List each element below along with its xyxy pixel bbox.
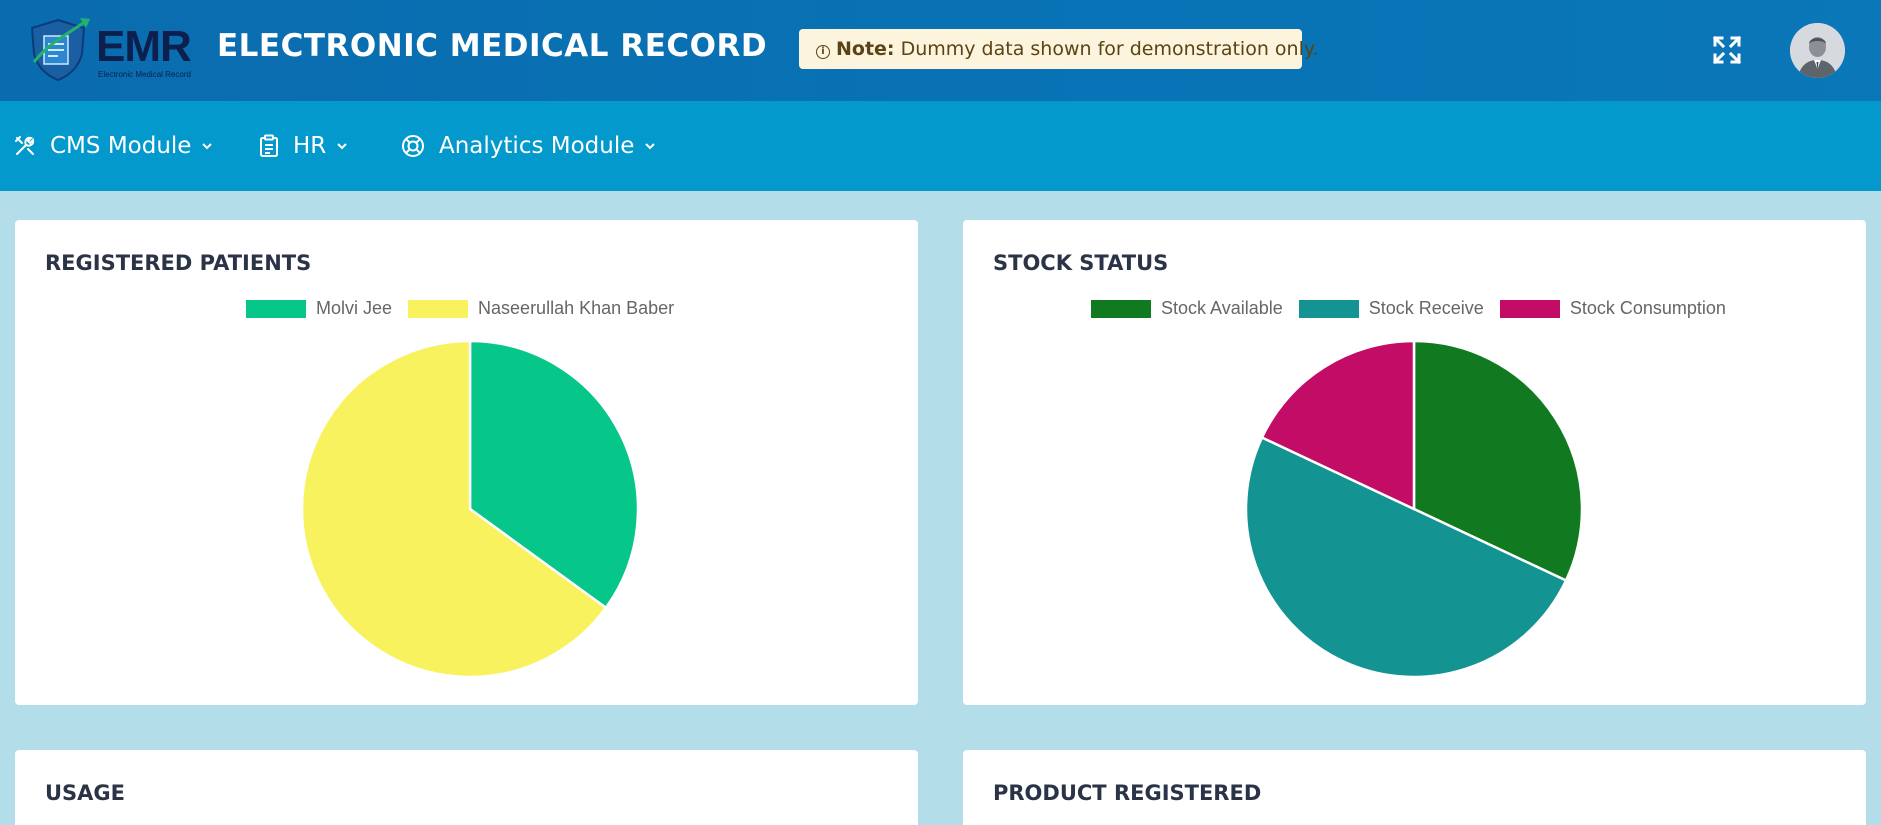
nav-item-cms-module[interactable]: CMS Module	[14, 101, 213, 191]
pie-slice-naseerullah-khan-baber[interactable]	[300, 339, 608, 679]
legend-label: Stock Available	[1161, 298, 1283, 318]
legend-item-stock-consumption[interactable]: Stock Consumption	[1499, 298, 1726, 319]
legend-swatch	[1298, 299, 1359, 318]
nav-item-label: Analytics Module	[439, 133, 635, 159]
note-label: Note:	[836, 38, 895, 60]
pie-slice-stock-consumption[interactable]	[1260, 339, 1416, 511]
card-title: STOCK STATUS	[993, 251, 1169, 275]
legend-swatch	[408, 299, 469, 318]
logo-shield-icon	[30, 18, 90, 82]
product-registered-card: PRODUCT REGISTERED	[963, 750, 1866, 825]
legend-label: Stock Consumption	[1569, 298, 1726, 318]
legend-item-molvi-jee[interactable]: Molvi Jee	[246, 298, 392, 319]
registered-patients-card: REGISTERED PATIENTS Molvi Jee Naseerullah…	[15, 220, 918, 705]
logo-text: EMR	[96, 22, 192, 71]
info-icon: i	[816, 45, 830, 59]
chart-legend: Molvi Jee Naseerullah Khan Baber	[246, 298, 690, 319]
chevron-down-icon	[202, 143, 213, 150]
fullscreen-expand-icon[interactable]	[1711, 34, 1743, 66]
stock-status-pie-chart	[1244, 339, 1584, 679]
usage-card: USAGE	[15, 750, 918, 825]
legend-item-naseerullah-khan-baber[interactable]: Naseerullah Khan Baber	[408, 298, 674, 319]
main-navbar: CMS Module HR Analytics Module	[0, 101, 1881, 191]
user-avatar-icon[interactable]	[1790, 23, 1845, 78]
chart-legend: Stock Available Stock Receive Stock Consum…	[1091, 298, 1742, 319]
chevron-down-icon	[337, 143, 347, 150]
clipboard-icon	[260, 134, 278, 157]
chevron-down-icon	[645, 143, 656, 150]
legend-swatch	[1091, 299, 1151, 318]
legend-swatch	[1499, 299, 1560, 318]
lifebuoy-icon	[402, 135, 424, 157]
registered-patients-pie-chart	[300, 339, 640, 679]
pie-slice-stock-available[interactable]	[1412, 339, 1584, 583]
tools-icon	[15, 136, 35, 155]
nav-item-label: HR	[293, 133, 327, 159]
nav-item-label: CMS Module	[50, 133, 192, 159]
nav-item-hr[interactable]: HR	[259, 101, 348, 191]
stock-status-card: STOCK STATUS Stock Available Stock Receiv…	[963, 220, 1866, 705]
top-header: EMR Electronic Medical Record ELECTRONIC…	[0, 0, 1881, 101]
legend-label: Naseerullah Khan Baber	[478, 298, 675, 318]
legend-label: Stock Receive	[1368, 298, 1484, 318]
legend-label: Molvi Jee	[316, 298, 393, 318]
card-title: PRODUCT REGISTERED	[993, 781, 1262, 805]
legend-item-stock-receive[interactable]: Stock Receive	[1298, 298, 1484, 319]
demo-note-banner: i Note: Dummy data shown for demonstratio…	[799, 29, 1318, 69]
pie-slice-molvi-jee[interactable]	[468, 339, 640, 610]
pie-slice-stock-receive[interactable]	[1244, 435, 1568, 679]
logo-subtext: Electronic Medical Record	[98, 70, 191, 79]
note-text: Dummy data shown for demonstration only.	[900, 38, 1319, 60]
nav-item-analytics-module[interactable]: Analytics Module	[401, 101, 656, 191]
legend-swatch	[246, 299, 306, 318]
card-title: REGISTERED PATIENTS	[45, 251, 312, 275]
app-title: ELECTRONIC MEDICAL RECORD	[217, 28, 768, 64]
emr-logo[interactable]: EMR Electronic Medical Record	[18, 14, 200, 84]
legend-item-stock-available[interactable]: Stock Available	[1091, 298, 1283, 319]
card-title: USAGE	[45, 781, 126, 805]
